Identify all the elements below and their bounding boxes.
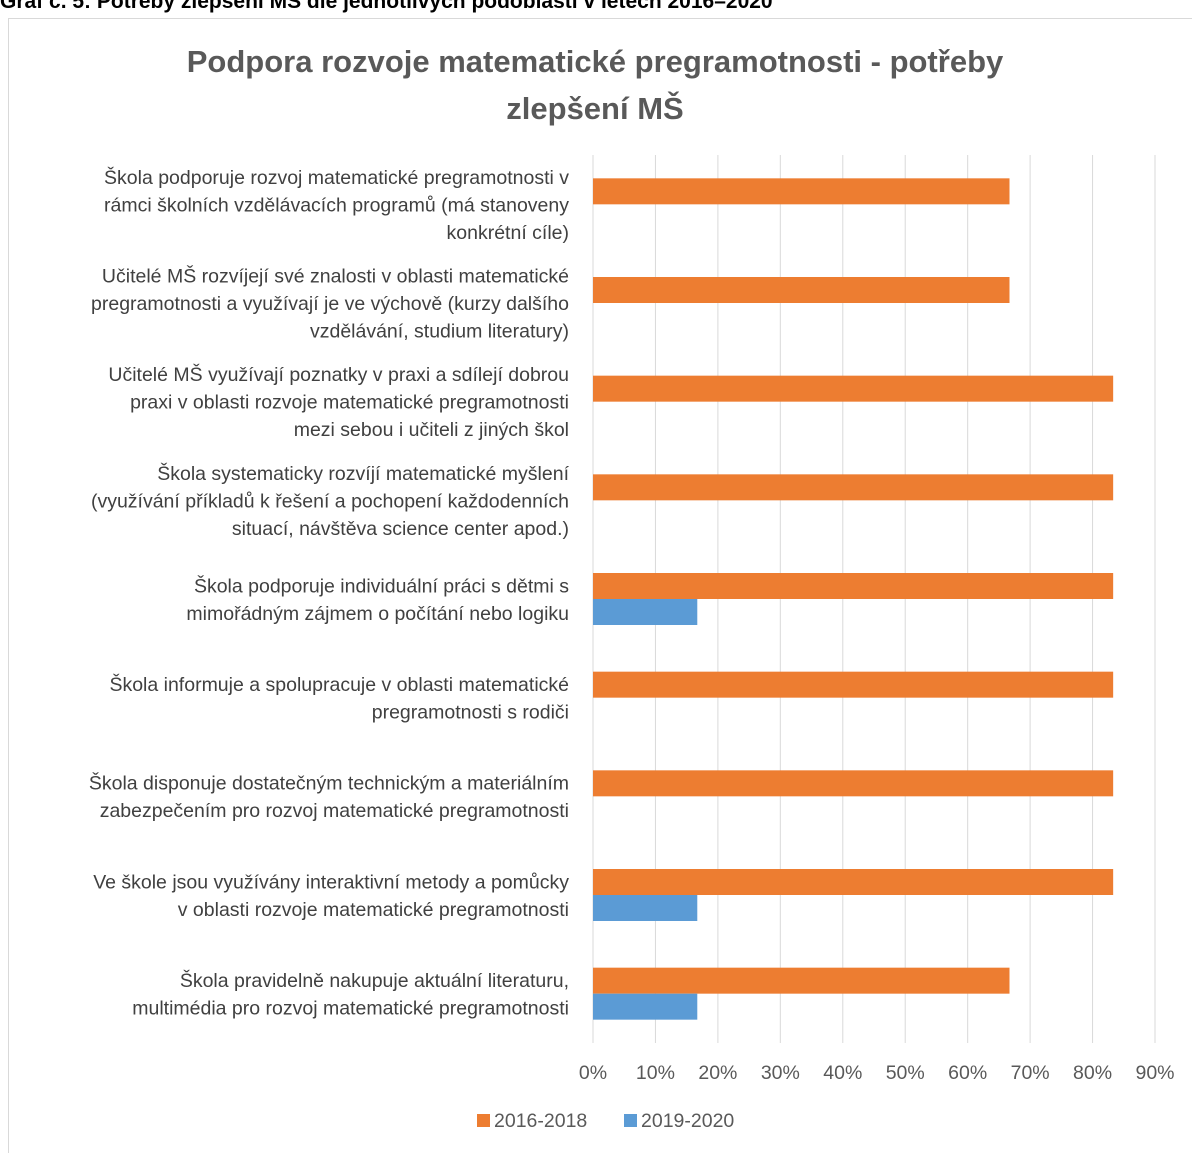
bar-2016-2018: [593, 277, 1010, 303]
category-label: mimořádným zájmem o počítání nebo logiku: [186, 603, 569, 625]
x-tick-label: 0%: [579, 1062, 607, 1084]
bar-2019-2020: [593, 599, 698, 625]
category-label: mezi sebou i učiteli z jiných škol: [294, 419, 569, 441]
bar-2016-2018: [593, 671, 1114, 698]
bars: [593, 178, 1114, 1020]
category-label: pregramotnosti s rodiči: [372, 701, 569, 723]
category-labels: Škola podporuje rozvoj matematické pregr…: [89, 166, 570, 1020]
x-tick-label: 30%: [761, 1062, 800, 1084]
category-label: vzdělávání, studium literatury): [310, 321, 569, 343]
chart-title: Podpora rozvoje matematické pregramotnos…: [186, 44, 1004, 126]
legend-label: 2016-2018: [494, 1110, 587, 1132]
bar-2016-2018: [593, 474, 1114, 501]
bar-2016-2018: [593, 375, 1114, 402]
chart-frame: [8, 18, 1192, 1153]
category-label: Ve škole jsou využívány interaktivní met…: [93, 871, 569, 893]
x-tick-labels: 0% 10% 20% 30% 40% 50% 60% 70% 80% 90%: [579, 1062, 1175, 1084]
category-label: Škola informuje a spolupracuje v oblasti…: [109, 673, 569, 696]
x-tick-label: 80%: [1073, 1062, 1112, 1084]
x-tick-label: 70%: [1011, 1062, 1050, 1084]
category-label: Škola pravidelně nakupuje aktuální liter…: [180, 969, 569, 992]
x-tick-label: 50%: [886, 1062, 925, 1084]
category-label: (využívání příkladů k řešení a pochopení…: [91, 490, 569, 512]
x-tick-label: 10%: [636, 1062, 675, 1084]
legend-swatch: [477, 1114, 490, 1127]
category-label: Učitelé MŠ využívají poznatky v praxi a …: [108, 363, 569, 386]
category-label: multimédia pro rozvoj matematické pregra…: [132, 997, 569, 1019]
legend: 2016-2018 2019-2020: [477, 1110, 734, 1132]
legend-label: 2019-2020: [641, 1110, 734, 1132]
bar-2016-2018: [593, 178, 1010, 205]
category-label: Škola disponuje dostatečným technickým a…: [89, 772, 569, 795]
bar-2016-2018: [593, 967, 1010, 994]
x-tick-label: 40%: [823, 1062, 862, 1084]
x-tick-label: 90%: [1135, 1062, 1174, 1084]
category-label: Škola podporuje rozvoj matematické pregr…: [104, 166, 569, 189]
category-label: Škola podporuje individuální práci s dět…: [194, 574, 569, 597]
x-tick-label: 20%: [698, 1062, 737, 1084]
bar-2019-2020: [593, 993, 698, 1020]
bar-2019-2020: [593, 895, 698, 921]
bar-2016-2018: [593, 869, 1114, 895]
category-label: rámci školních vzdělávacích programů (má…: [104, 194, 569, 216]
category-label: situací, návštěva science center apod.): [232, 518, 569, 540]
category-label: v oblasti rozvoje matematické pregramotn…: [178, 899, 569, 921]
category-label: konkrétní cíle): [447, 222, 569, 244]
legend-swatch: [624, 1114, 637, 1127]
bar-2016-2018: [593, 770, 1114, 797]
category-label: Učitelé MŠ rozvíjejí své znalosti v obla…: [102, 265, 569, 288]
bar-2016-2018: [593, 573, 1114, 599]
category-label: praxi v oblasti rozvoje matematické preg…: [130, 392, 569, 414]
category-label: Škola systematicky rozvíjí matematické m…: [157, 462, 569, 485]
category-label: zabezpečením pro rozvoj matematické preg…: [100, 800, 569, 822]
category-label: pregramotnosti a využívají je ve výchově…: [91, 293, 569, 315]
figure-caption: Graf č. 5: Potřeby zlepšení MŠ dle jedno…: [0, 0, 773, 13]
x-tick-label: 60%: [948, 1062, 987, 1084]
